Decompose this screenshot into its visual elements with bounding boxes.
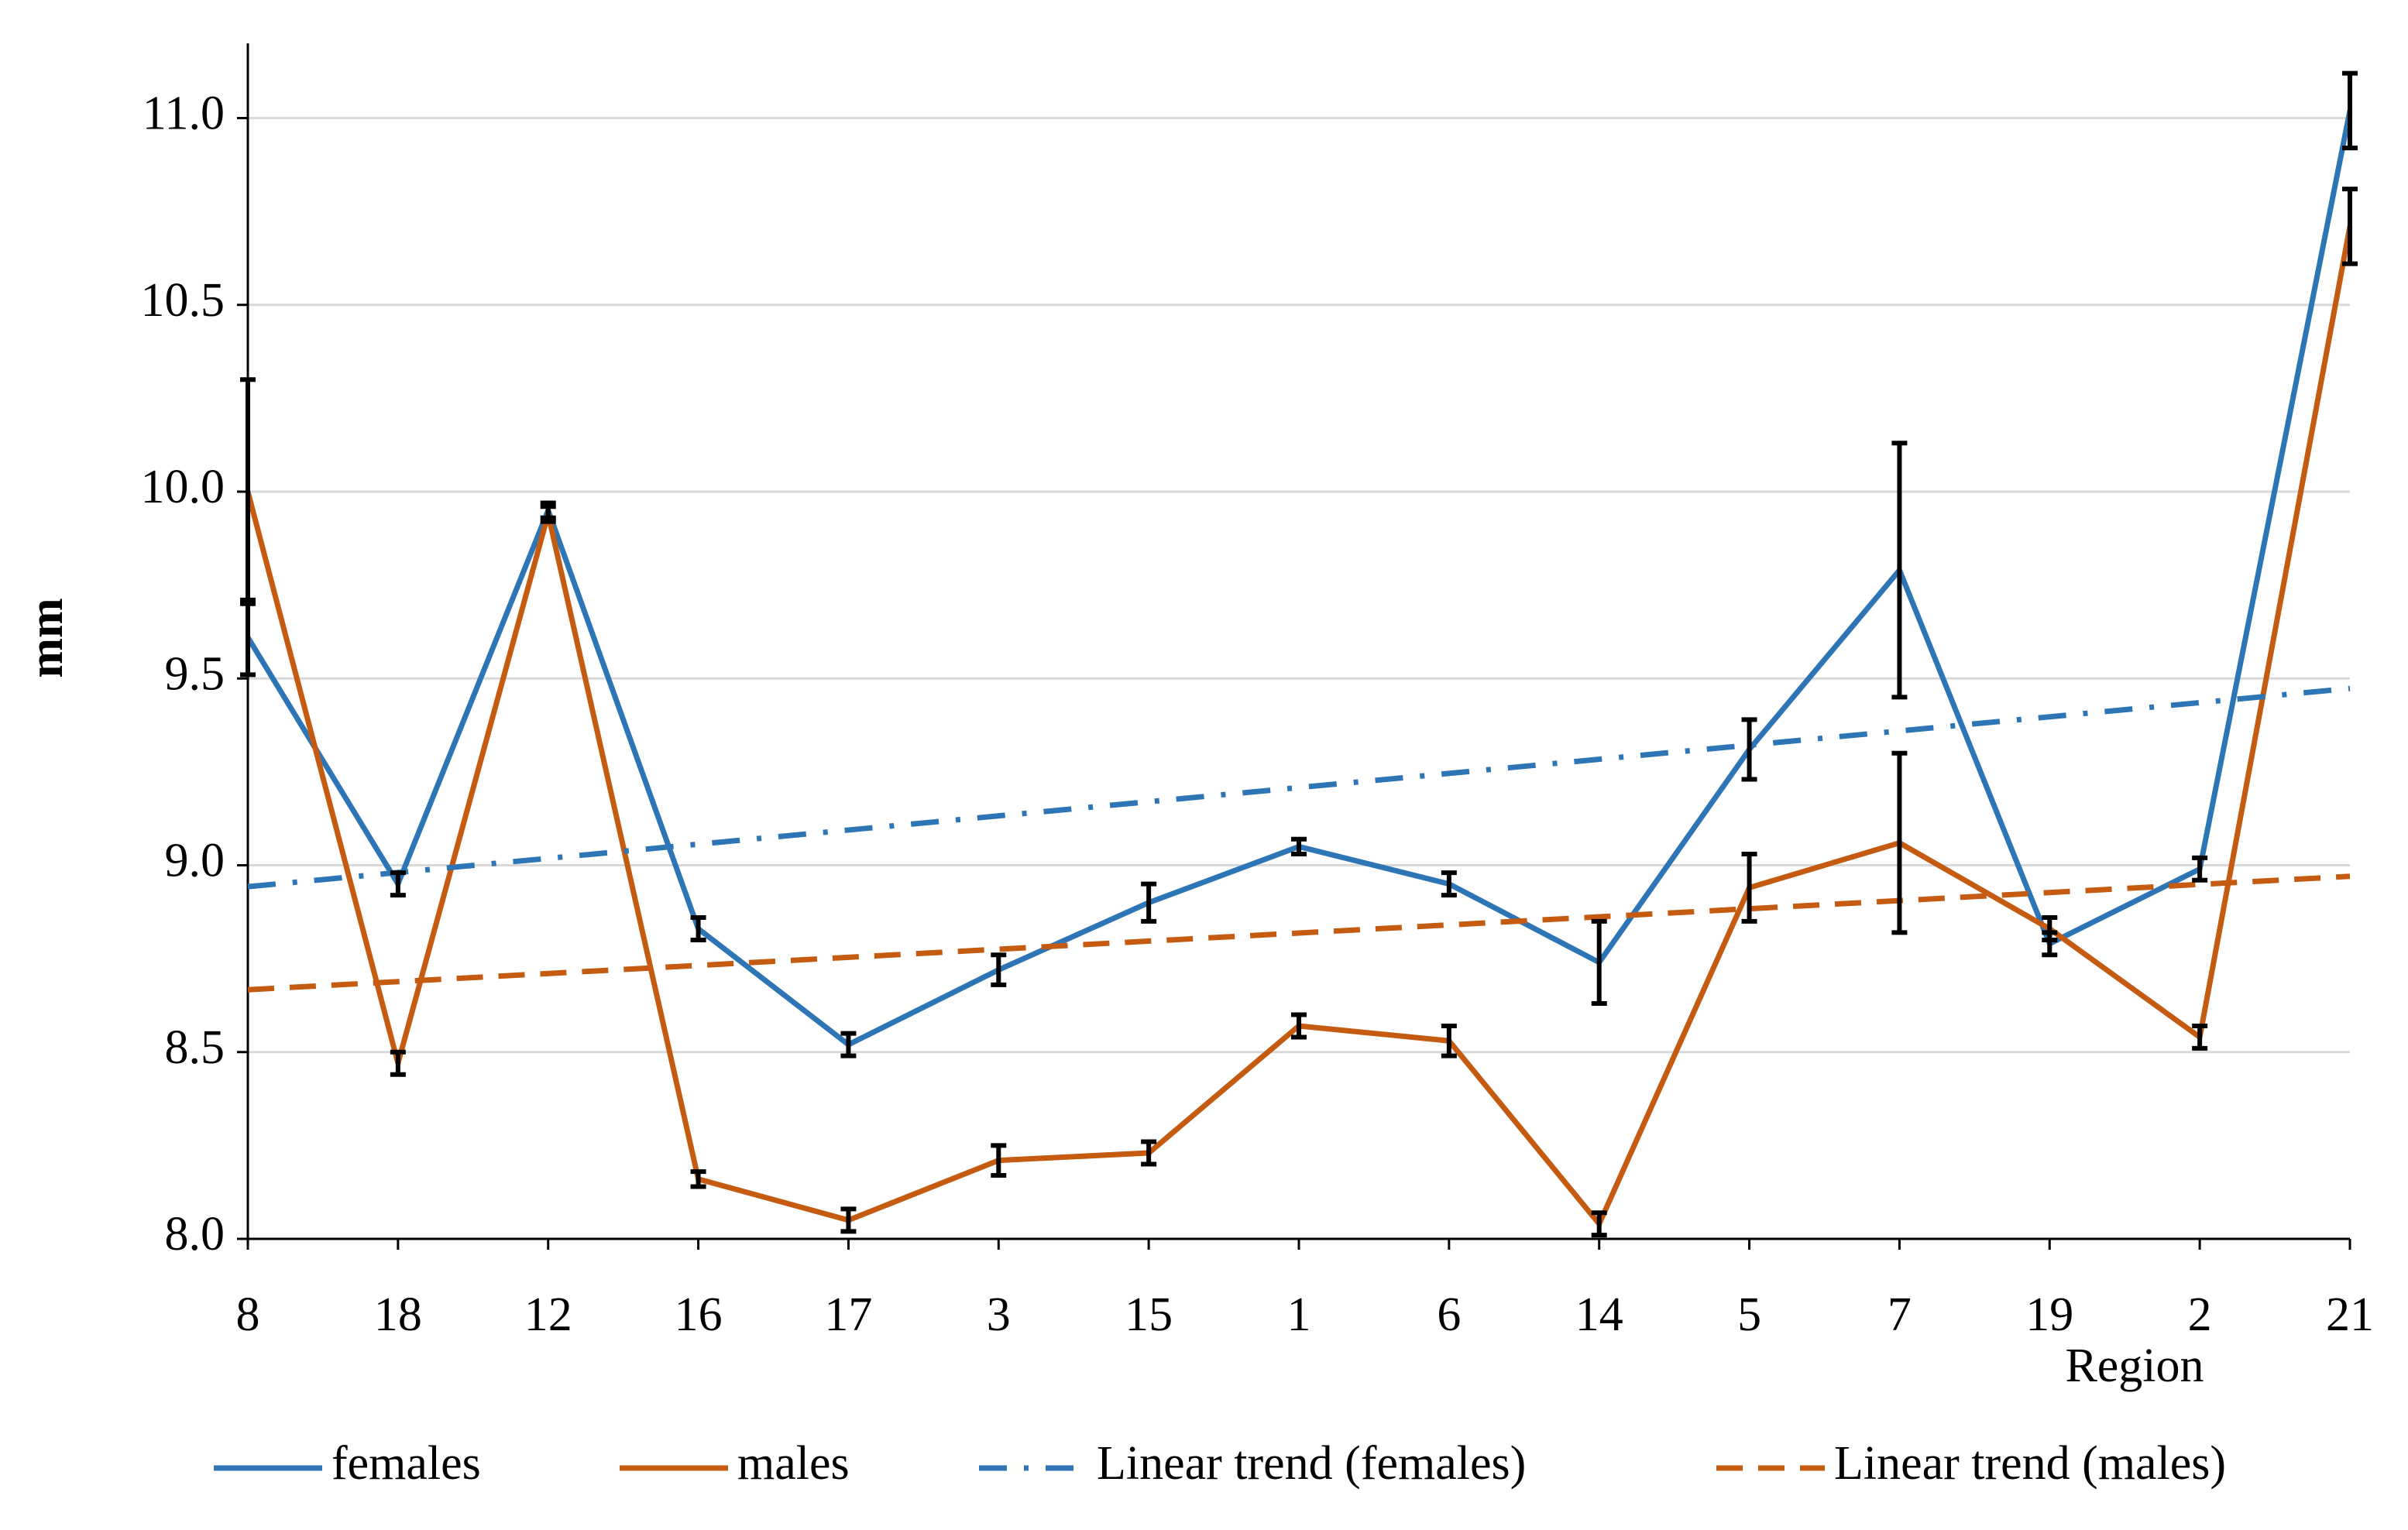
x-tick-label: 2 [2188, 1288, 2212, 1341]
error-bar [1591, 1210, 1607, 1238]
y-tick-label: 8.5 [165, 1021, 225, 1074]
error-bar [840, 1031, 857, 1058]
x-tick-label: 19 [2025, 1288, 2073, 1341]
error-bar [2192, 855, 2208, 883]
error-bar [240, 377, 256, 606]
x-tick-label: 21 [2326, 1288, 2374, 1341]
y-tick-label: 11.0 [143, 87, 225, 140]
x-tick-label: 8 [236, 1288, 260, 1341]
data-line [245, 225, 2353, 1227]
error-bar [1591, 918, 1607, 1007]
x-tick-label: 18 [374, 1288, 422, 1341]
error-bar [1741, 852, 1757, 924]
error-bar [1291, 1012, 1307, 1040]
legend-label: females [331, 1437, 481, 1490]
error-bar [690, 915, 706, 942]
legend-label: males [737, 1437, 850, 1490]
error-bar [1741, 717, 1757, 782]
error-bar [240, 597, 256, 678]
error-bar [1891, 441, 1908, 700]
error-bar [690, 1169, 706, 1189]
error-bar [1141, 1139, 1157, 1167]
error-bar [540, 504, 556, 524]
x-tick-label: 6 [1437, 1288, 1461, 1341]
y-tick-label: 9.0 [165, 835, 225, 887]
error-bar [991, 952, 1007, 987]
x-tick-label: 1 [1287, 1288, 1311, 1341]
x-tick-label: 15 [1125, 1288, 1173, 1341]
y-axis-label: mm [20, 598, 73, 678]
x-tick-label: 7 [1888, 1288, 1912, 1341]
x-tick-label: 14 [1575, 1288, 1623, 1341]
y-tick-label: 10.0 [141, 461, 225, 513]
trend-line [247, 685, 2351, 890]
error-bar [1891, 750, 1908, 935]
error-bar [2342, 187, 2358, 266]
y-tick-label: 10.5 [141, 274, 225, 327]
legend-label: Linear trend (males) [1834, 1437, 2226, 1490]
error-bar [1441, 1023, 1457, 1058]
y-tick-label: 8.0 [165, 1208, 225, 1261]
error-bar [1441, 870, 1457, 898]
error-bar [2342, 70, 2358, 151]
x-tick-label: 3 [987, 1288, 1011, 1341]
x-tick-label: 5 [1737, 1288, 1761, 1341]
error-bar [2042, 915, 2058, 942]
y-tick-label: 9.5 [165, 647, 225, 700]
x-tick-label: 16 [675, 1288, 723, 1341]
error-bar [390, 870, 406, 898]
x-axis-label: Region [2065, 1340, 2204, 1392]
error-bar [991, 1143, 1007, 1178]
error-bar [2192, 1023, 2208, 1051]
error-bar [1141, 881, 1157, 924]
error-bar [390, 1049, 406, 1077]
error-bar [1291, 836, 1307, 857]
x-tick-label: 17 [824, 1288, 872, 1341]
error-bar [840, 1206, 857, 1234]
legend-label: Linear trend (females) [1097, 1437, 1526, 1490]
trend-line [247, 873, 2351, 993]
x-tick-label: 12 [524, 1288, 572, 1341]
